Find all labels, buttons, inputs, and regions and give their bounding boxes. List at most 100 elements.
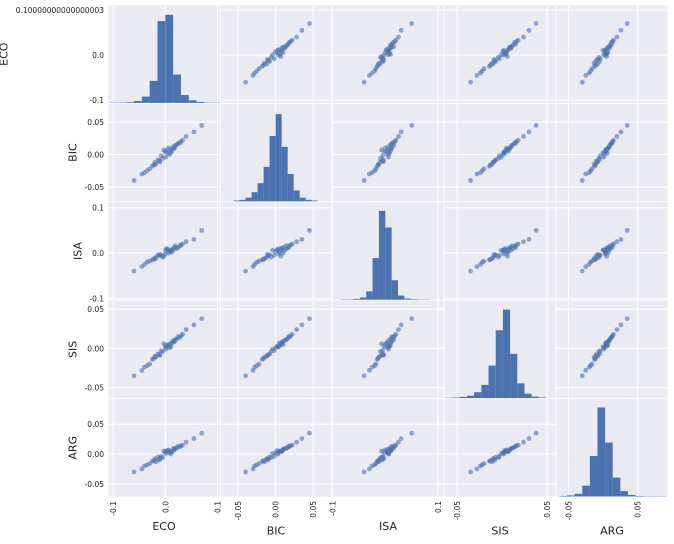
scatter-point: [604, 253, 609, 259]
y-tick-label: 0.00: [87, 151, 104, 160]
y-axis-label: ECO: [0, 42, 11, 66]
histogram-bar: [305, 199, 312, 202]
y-axis-label: BIC: [67, 143, 80, 162]
scatter-point: [286, 245, 291, 250]
scatter-point: [131, 178, 137, 183]
scatter-point: [270, 247, 276, 253]
scatter-point: [388, 146, 394, 152]
scatter-point: [604, 245, 610, 251]
scatter-point: [468, 79, 473, 85]
scatter-point: [491, 252, 497, 257]
histogram-bar: [245, 197, 252, 202]
scatter-point: [270, 346, 276, 352]
scatter-point: [175, 443, 181, 449]
histogram-bar: [510, 353, 518, 399]
panel: [108, 399, 220, 497]
scatter-point: [147, 258, 153, 264]
scatter-point: [506, 245, 512, 251]
panel-background: [556, 103, 668, 202]
y-axis-label: ARG: [67, 436, 80, 460]
scatter-point: [299, 436, 305, 441]
scatter-point: [275, 451, 281, 457]
panel: [444, 103, 556, 202]
scatter-point: [379, 341, 384, 347]
scatter-point: [161, 341, 167, 347]
scatter-point: [151, 458, 157, 464]
scatter-point: [513, 245, 518, 250]
scatter-point: [375, 458, 381, 464]
scatter-point: [279, 339, 285, 345]
histogram-bar: [180, 95, 189, 103]
scatter-point: [264, 252, 270, 257]
histogram-bar: [281, 146, 288, 202]
histogram-bar: [311, 200, 318, 202]
scatter-point: [593, 256, 598, 262]
x-axis-label: ARG: [600, 525, 624, 538]
scatter-point: [389, 141, 395, 146]
panel-background: [556, 300, 668, 399]
scatter-point: [151, 356, 157, 362]
scatter-point: [158, 153, 164, 159]
histogram-bar: [165, 14, 174, 103]
scatter-point: [386, 52, 391, 58]
histogram-bar: [567, 495, 575, 497]
scatter-point: [533, 21, 539, 26]
scatter-point: [256, 461, 262, 467]
panel: [556, 202, 668, 300]
scatter-point: [261, 458, 266, 464]
histogram-bar: [391, 280, 398, 300]
scatter-point: [396, 134, 401, 139]
scatter-point: [481, 66, 487, 72]
y-tick-label: 0.1: [92, 204, 104, 213]
scatter-point: [618, 27, 624, 33]
scatter-point: [474, 264, 480, 270]
scatter-point: [275, 47, 281, 53]
x-tick-label: 0.05: [543, 501, 552, 518]
scatter-point: [618, 322, 624, 328]
scatter-point: [380, 153, 386, 159]
scatter-point: [183, 439, 189, 445]
histogram-bar: [359, 297, 367, 300]
scatter-point: [604, 339, 610, 345]
scatter-point: [373, 66, 379, 72]
scatter-point: [589, 361, 595, 367]
panel: [444, 202, 556, 300]
histogram-bar: [275, 114, 282, 202]
scatter-point: [286, 334, 291, 340]
histogram-bar: [452, 397, 460, 399]
scatter-point: [579, 178, 585, 183]
scatter-point: [299, 27, 305, 33]
scatter-point: [593, 62, 598, 68]
scatter-point: [294, 239, 300, 245]
histogram-bar: [502, 309, 511, 399]
scatter-point: [147, 461, 153, 467]
scatter-point: [624, 123, 630, 128]
scatter-point: [379, 448, 384, 454]
panel: [220, 5, 332, 103]
histogram-bar: [263, 166, 270, 202]
histogram-bar: [481, 384, 489, 399]
scatter-point: [279, 45, 285, 51]
x-axis-label: ECO: [152, 520, 176, 533]
histogram-bar: [157, 21, 166, 103]
scatter-point: [396, 34, 401, 40]
scatter-point: [526, 129, 532, 135]
scatter-point: [271, 56, 277, 62]
scatter-point: [252, 261, 257, 267]
scatter-point: [521, 239, 526, 245]
scatter-point: [161, 448, 167, 454]
histogram-bar: [559, 495, 568, 497]
histogram-bar: [126, 102, 135, 103]
scatter-point: [609, 41, 615, 47]
scatter-point: [388, 339, 394, 345]
scatter-point: [299, 322, 305, 328]
scatter-point: [481, 258, 487, 264]
scatter-point: [166, 145, 171, 151]
x-tick-label: 0.0: [161, 501, 170, 513]
scatter-point: [375, 162, 381, 168]
scatter-point: [279, 448, 285, 453]
panel: [331, 300, 444, 399]
histogram-bar: [459, 396, 467, 399]
scatter-point: [614, 34, 620, 40]
x-tick-label: -0.05: [234, 501, 243, 521]
